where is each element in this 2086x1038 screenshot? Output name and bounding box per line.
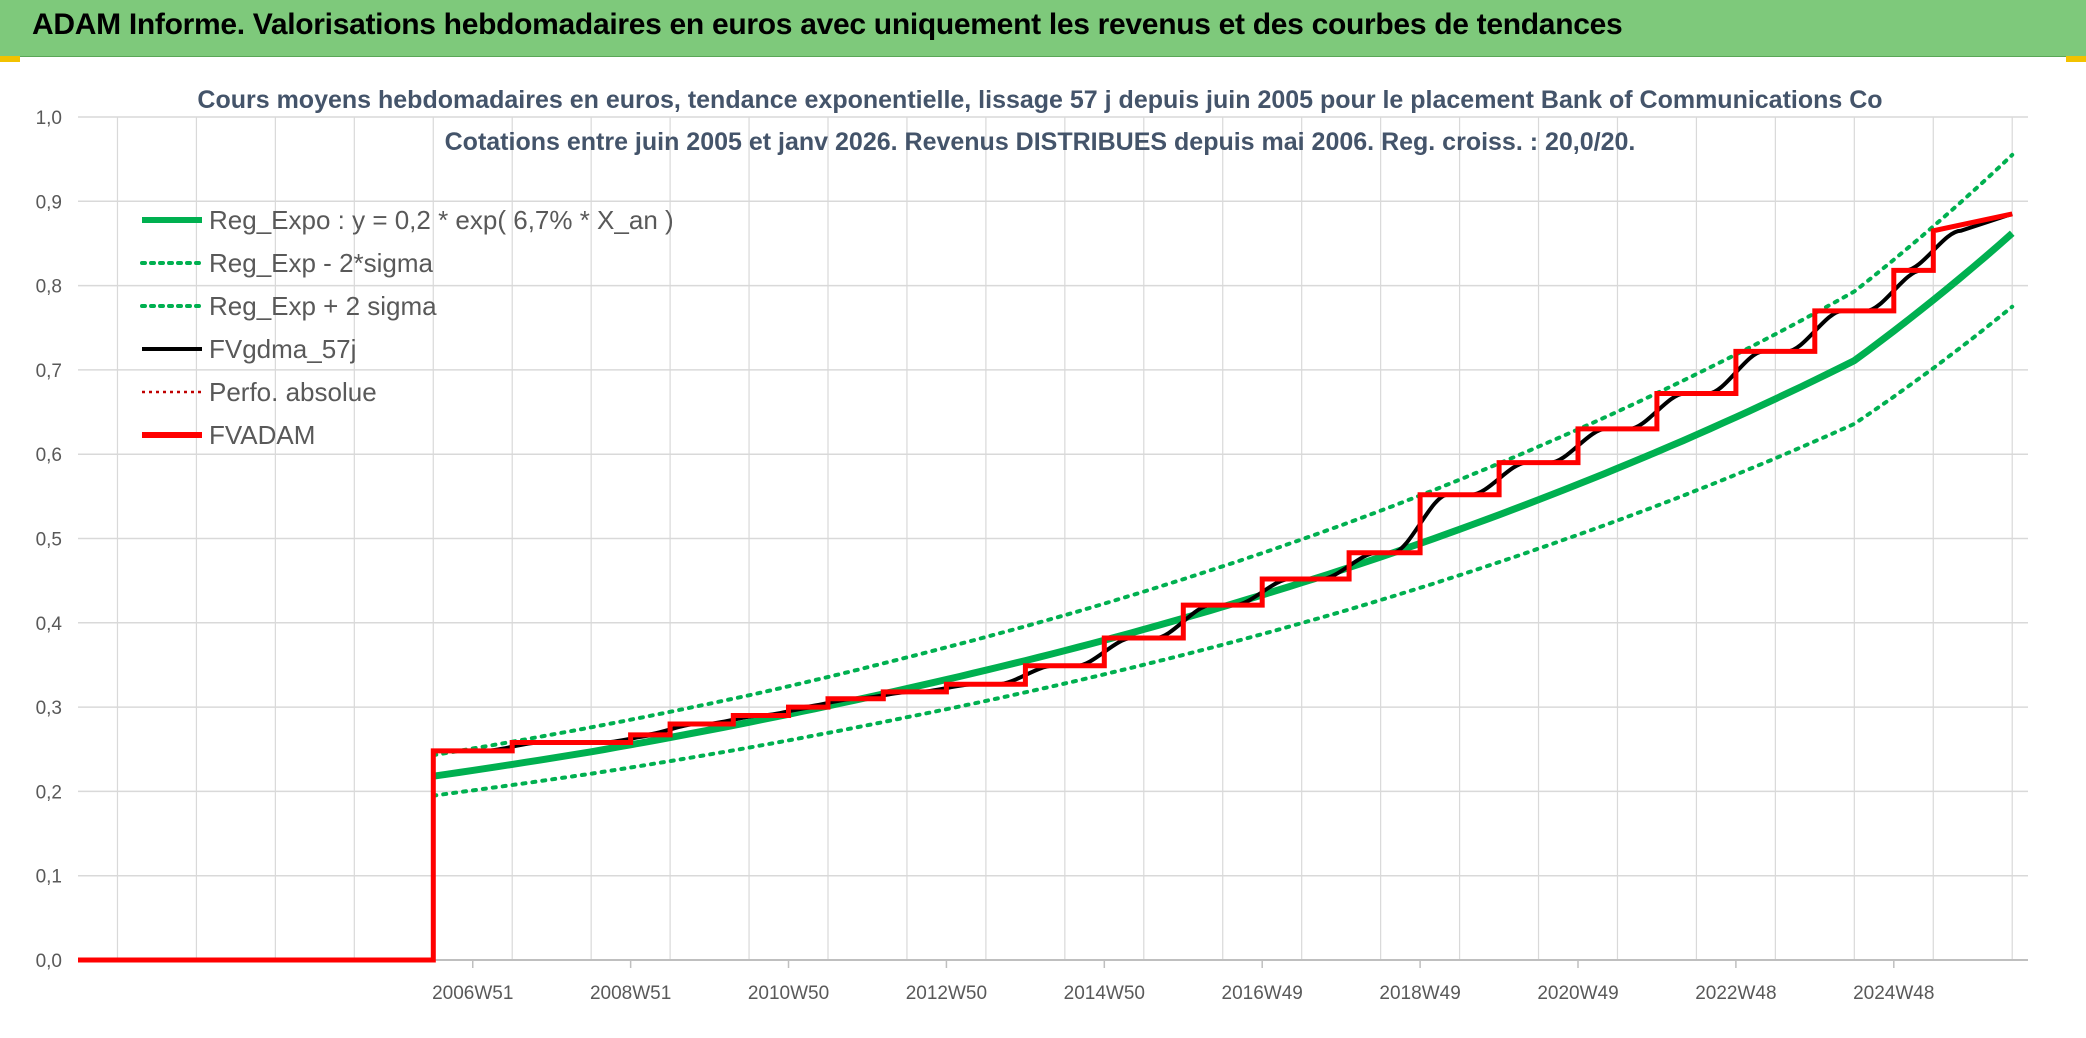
legend-label: FVgdma_57j bbox=[209, 334, 356, 364]
series-lines bbox=[78, 152, 2015, 963]
y-tick-label: 0,5 bbox=[36, 530, 62, 551]
y-tick-label: 0,3 bbox=[36, 698, 62, 719]
x-tick-label: 2022W48 bbox=[1695, 983, 1776, 1004]
legend-label: Reg_Expo : y = 0,2 * exp( 6,7% * X_an ) bbox=[209, 205, 674, 235]
report-banner: ADAM Informe. Valorisations hebdomadaire… bbox=[0, 0, 2086, 57]
series-reg-exp-minus-2sigma bbox=[431, 304, 2015, 798]
axes: 0,0 0,1 0,2 0,3 0,4 0,5 0,6 0,7 0,8 0,9 1,0 2006W51… bbox=[36, 108, 2028, 1004]
y-tick-label: 0,7 bbox=[36, 361, 62, 382]
legend-label: FVADAM bbox=[209, 420, 315, 450]
x-tick-label: 2014W50 bbox=[1064, 983, 1145, 1004]
x-tick-label: 2006W51 bbox=[432, 983, 513, 1004]
y-tick-label: 0,1 bbox=[36, 867, 62, 888]
legend-label: Reg_Exp + 2 sigma bbox=[209, 291, 437, 321]
x-tick-label: 2010W50 bbox=[748, 983, 829, 1004]
report-title: ADAM Informe. Valorisations hebdomadaire… bbox=[32, 8, 1623, 41]
series-fvadam bbox=[78, 211, 2013, 963]
corner-marker bbox=[2066, 56, 2086, 62]
legend: Reg_Expo : y = 0,2 * exp( 6,7% * X_an ) R… bbox=[140, 205, 674, 450]
y-tick-label: 0,8 bbox=[36, 277, 62, 298]
gridlines bbox=[78, 116, 2028, 960]
chart-title-line-2: Cotations entre juin 2005 et janv 2026. … bbox=[445, 128, 1636, 156]
y-tick-label: 0,0 bbox=[36, 951, 62, 972]
y-tick-label: 0,2 bbox=[36, 782, 62, 803]
y-tick-label: 0,6 bbox=[36, 445, 62, 466]
y-tick-label: 0,4 bbox=[36, 614, 63, 635]
legend-label: Reg_Exp - 2*sigma bbox=[209, 248, 434, 278]
x-tick-label: 2016W49 bbox=[1222, 983, 1303, 1004]
x-tick-label: 2012W50 bbox=[906, 983, 987, 1004]
x-tick-label: 2008W51 bbox=[590, 983, 671, 1004]
x-tick-label: 2024W48 bbox=[1853, 983, 1934, 1004]
legend-label: Perfo. absolue bbox=[209, 377, 377, 407]
chart-title-line-1: Cours moyens hebdomadaires en euros, ten… bbox=[197, 86, 1882, 114]
corner-marker bbox=[0, 56, 20, 62]
y-tick-label: 0,9 bbox=[36, 192, 62, 213]
x-tick-label: 2020W49 bbox=[1537, 983, 1618, 1004]
x-tick-label: 2018W49 bbox=[1379, 983, 1460, 1004]
y-tick-label: 1,0 bbox=[36, 108, 62, 129]
series-reg-exp-plus-2sigma bbox=[431, 152, 2015, 758]
